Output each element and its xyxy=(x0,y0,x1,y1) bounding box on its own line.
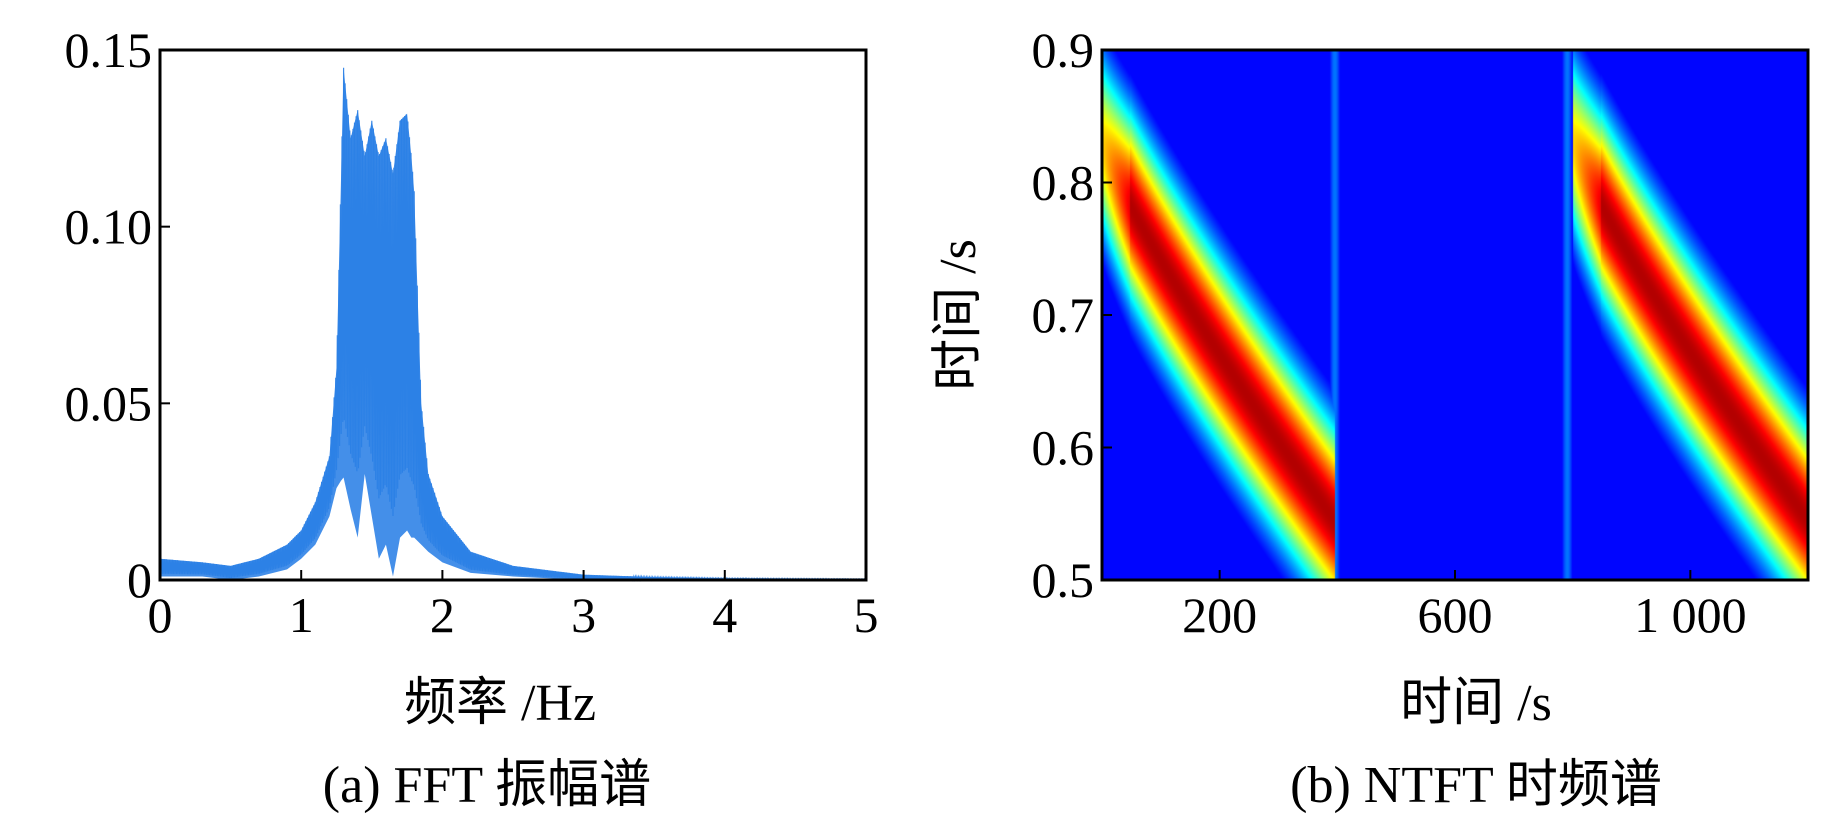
ntft-spectrogram-panel: 200 600 1 000 0.5 0.6 0.7 0.8 0.9 时间 /s 时间 /s (… xyxy=(930,22,1810,814)
fft-x-axis-label: 频率 /Hz xyxy=(404,675,596,732)
ntft-y-tick-label: 0.9 xyxy=(1032,22,1095,78)
ntft-y-tick-label: 0.6 xyxy=(1032,420,1095,476)
fft-plot-area xyxy=(159,67,867,582)
fft-ticks: 0 1 2 3 4 5 0 0.05 0.10 0.15 xyxy=(65,22,879,643)
fft-x-tick-label: 0 xyxy=(148,587,173,643)
ntft-y-axis-label: 时间 /s xyxy=(930,239,987,391)
ntft-x-tick-label: 1 000 xyxy=(1634,587,1747,643)
ntft-heatmap-wrapper xyxy=(1102,50,1808,580)
fft-caption: (a) FFT 振幅谱 xyxy=(323,757,651,814)
ntft-caption: (b) NTFT 时频谱 xyxy=(1290,757,1662,814)
ntft-x-tick-label: 200 xyxy=(1182,587,1257,643)
fft-x-tick-label: 4 xyxy=(712,587,737,643)
ntft-x-axis-label: 时间 /s xyxy=(1400,675,1552,732)
fft-y-tick-label: 0 xyxy=(127,552,152,608)
fft-y-tick-label: 0.05 xyxy=(65,375,153,431)
fft-x-tick-label: 5 xyxy=(854,587,879,643)
fft-x-tick-label: 3 xyxy=(571,587,596,643)
spectrum-band xyxy=(160,67,866,580)
ntft-x-tick-label: 600 xyxy=(1418,587,1493,643)
fft-y-tick-label: 0.15 xyxy=(65,22,153,78)
fft-x-tick-label: 2 xyxy=(430,587,455,643)
ntft-y-tick-label: 0.5 xyxy=(1032,552,1095,608)
fft-y-tick-label: 0.10 xyxy=(65,199,153,255)
ntft-y-tick-label: 0.8 xyxy=(1032,155,1095,211)
fft-axes-frame xyxy=(158,48,868,582)
ntft-ticks: 200 600 1 000 0.5 0.6 0.7 0.8 0.9 xyxy=(1032,22,1747,643)
fft-amplitude-panel: 0 1 2 3 4 5 0 0.05 0.10 0.15 频率 /Hz (a) FFT 振幅谱 xyxy=(65,22,879,814)
ntft-y-tick-label: 0.7 xyxy=(1032,287,1095,343)
fft-x-tick-label: 1 xyxy=(289,587,314,643)
spectrum-line xyxy=(159,67,867,582)
ntft-heatmap xyxy=(1102,50,1808,580)
